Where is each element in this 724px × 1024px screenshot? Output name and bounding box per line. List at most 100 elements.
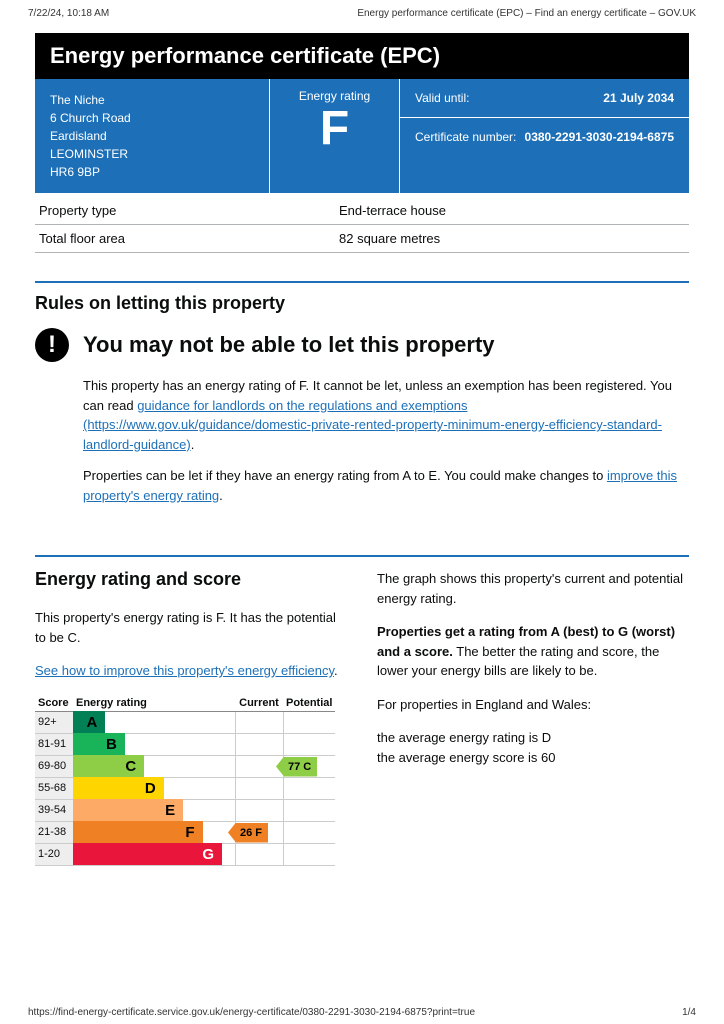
right-p3: For properties in England and Wales: <box>377 695 689 715</box>
band-current-cell <box>235 800 283 821</box>
chart-header: Score Energy rating Current Potential <box>35 695 335 712</box>
right-p2: Properties get a rating from A (best) to… <box>377 622 689 681</box>
prop-val: End-terrace house <box>339 203 446 218</box>
warning-header: ! You may not be able to let this proper… <box>35 328 689 362</box>
band-bar-cell: D <box>73 778 235 799</box>
valid-until-row: Valid until: 21 July 2034 <box>400 79 689 117</box>
band-bar-cell: G <box>73 844 235 865</box>
address-line: Eardisland <box>50 127 254 145</box>
chart-hdr-score: Score <box>35 695 73 711</box>
band-bar-cell: A <box>73 712 235 733</box>
band-current-cell <box>235 844 283 865</box>
band-potential-cell <box>283 778 335 799</box>
print-header: 7/22/24, 10:18 AM Energy performance cer… <box>0 0 724 23</box>
band-bar: E <box>73 799 183 821</box>
band-range: 69-80 <box>35 756 73 777</box>
band-bar-cell: B <box>73 734 235 755</box>
address-line: LEOMINSTER <box>50 145 254 163</box>
current-marker: 26 F <box>228 823 268 843</box>
band-current-cell <box>235 734 283 755</box>
right-p1: The graph shows this property's current … <box>377 569 689 608</box>
band-current-cell <box>235 778 283 799</box>
band-potential-cell <box>283 844 335 865</box>
warning-p2: Properties can be let if they have an en… <box>83 466 689 505</box>
band-bar: C <box>73 755 144 777</box>
band-potential-cell: 77 C <box>283 756 335 777</box>
improve-link-p: See how to improve this property's energ… <box>35 661 347 681</box>
address-line: The Niche <box>50 91 254 109</box>
energy-rating-label: Energy rating <box>270 89 399 103</box>
address-line: 6 Church Road <box>50 109 254 127</box>
band-range: 39-54 <box>35 800 73 821</box>
summary-right: Valid until: 21 July 2034 Certificate nu… <box>399 79 689 193</box>
band-bar-cell: C <box>73 756 235 777</box>
property-table: Property type End-terrace house Total fl… <box>35 197 689 253</box>
potential-marker: 77 C <box>276 757 317 777</box>
band-current-cell <box>235 712 283 733</box>
chart-body: 92+A81-91B69-80C77 C55-68D39-54E21-38F26… <box>35 712 335 866</box>
chart-band-row: 92+A <box>35 712 335 734</box>
print-timestamp: 7/22/24, 10:18 AM <box>28 8 109 19</box>
print-url: https://find-energy-certificate.service.… <box>28 1007 475 1018</box>
warning-title: You may not be able to let this property <box>83 332 495 358</box>
band-range: 92+ <box>35 712 73 733</box>
cert-number-value: 0380-2291-3030-2194-6875 <box>525 130 674 144</box>
band-potential-cell <box>283 822 335 843</box>
chart-band-row: 39-54E <box>35 800 335 822</box>
chart-band-row: 69-80C 77 C <box>35 756 335 778</box>
score-intro: This property's energy rating is F. It h… <box>35 608 347 647</box>
band-potential-cell <box>283 800 335 821</box>
band-bar: F <box>73 821 203 843</box>
chart-band-row: 81-91B <box>35 734 335 756</box>
band-range: 55-68 <box>35 778 73 799</box>
band-potential-cell <box>283 712 335 733</box>
table-row: Total floor area 82 square metres <box>35 225 689 253</box>
energy-rating-block: Energy rating F <box>269 79 399 193</box>
warning-icon: ! <box>35 328 69 362</box>
address-block: The Niche 6 Church Road Eardisland LEOMI… <box>35 79 269 193</box>
energy-rating-grade: F <box>270 103 399 156</box>
chart-band-row: 1-20G <box>35 844 335 866</box>
cert-number-row: Certificate number: 0380-2291-3030-2194-… <box>400 117 689 156</box>
valid-until-label: Valid until: <box>415 91 469 105</box>
band-bar-cell: E <box>73 800 235 821</box>
summary-box: The Niche 6 Church Road Eardisland LEOMI… <box>35 79 689 193</box>
chart-hdr-current: Current <box>235 695 283 711</box>
band-range: 81-91 <box>35 734 73 755</box>
band-bar: B <box>73 733 125 755</box>
right-p4: the average energy rating is D the avera… <box>377 728 689 767</box>
prop-key: Total floor area <box>39 231 339 246</box>
page-content: Energy performance certificate (EPC) The… <box>0 23 724 866</box>
print-footer: https://find-energy-certificate.service.… <box>28 1007 696 1018</box>
rules-heading: Rules on letting this property <box>35 293 689 314</box>
valid-until-value: 21 July 2034 <box>603 91 674 105</box>
chart-band-row: 21-38F 26 F <box>35 822 335 844</box>
table-row: Property type End-terrace house <box>35 197 689 225</box>
print-doc-title: Energy performance certificate (EPC) – F… <box>357 8 696 19</box>
band-potential-cell <box>283 734 335 755</box>
guidance-link[interactable]: guidance for landlords on the regulation… <box>83 398 662 452</box>
band-range: 21-38 <box>35 822 73 843</box>
score-heading: Energy rating and score <box>35 569 347 590</box>
energy-score-section: Energy rating and score This property's … <box>35 555 689 866</box>
prop-val: 82 square metres <box>339 231 440 246</box>
warning-p1: This property has an energy rating of F.… <box>83 376 689 454</box>
score-right-col: The graph shows this property's current … <box>377 569 689 866</box>
cert-number-label: Certificate number: <box>415 130 516 144</box>
band-bar-cell: F <box>73 822 235 843</box>
page-title: Energy performance certificate (EPC) <box>35 33 689 79</box>
chart-band-row: 55-68D <box>35 778 335 800</box>
band-bar: G <box>73 843 222 865</box>
band-range: 1-20 <box>35 844 73 865</box>
band-bar: A <box>73 711 105 733</box>
band-bar: D <box>73 777 164 799</box>
address-line: HR6 9BP <box>50 163 254 181</box>
warning-body: This property has an energy rating of F.… <box>83 376 689 505</box>
chart-hdr-rating: Energy rating <box>73 695 235 711</box>
band-current-cell: 26 F <box>235 822 283 843</box>
band-current-cell <box>235 756 283 777</box>
chart-hdr-potential: Potential <box>283 695 335 711</box>
print-page-num: 1/4 <box>682 1007 696 1018</box>
rating-chart: Score Energy rating Current Potential 92… <box>35 695 335 866</box>
improve-efficiency-link[interactable]: See how to improve this property's energ… <box>35 663 334 678</box>
